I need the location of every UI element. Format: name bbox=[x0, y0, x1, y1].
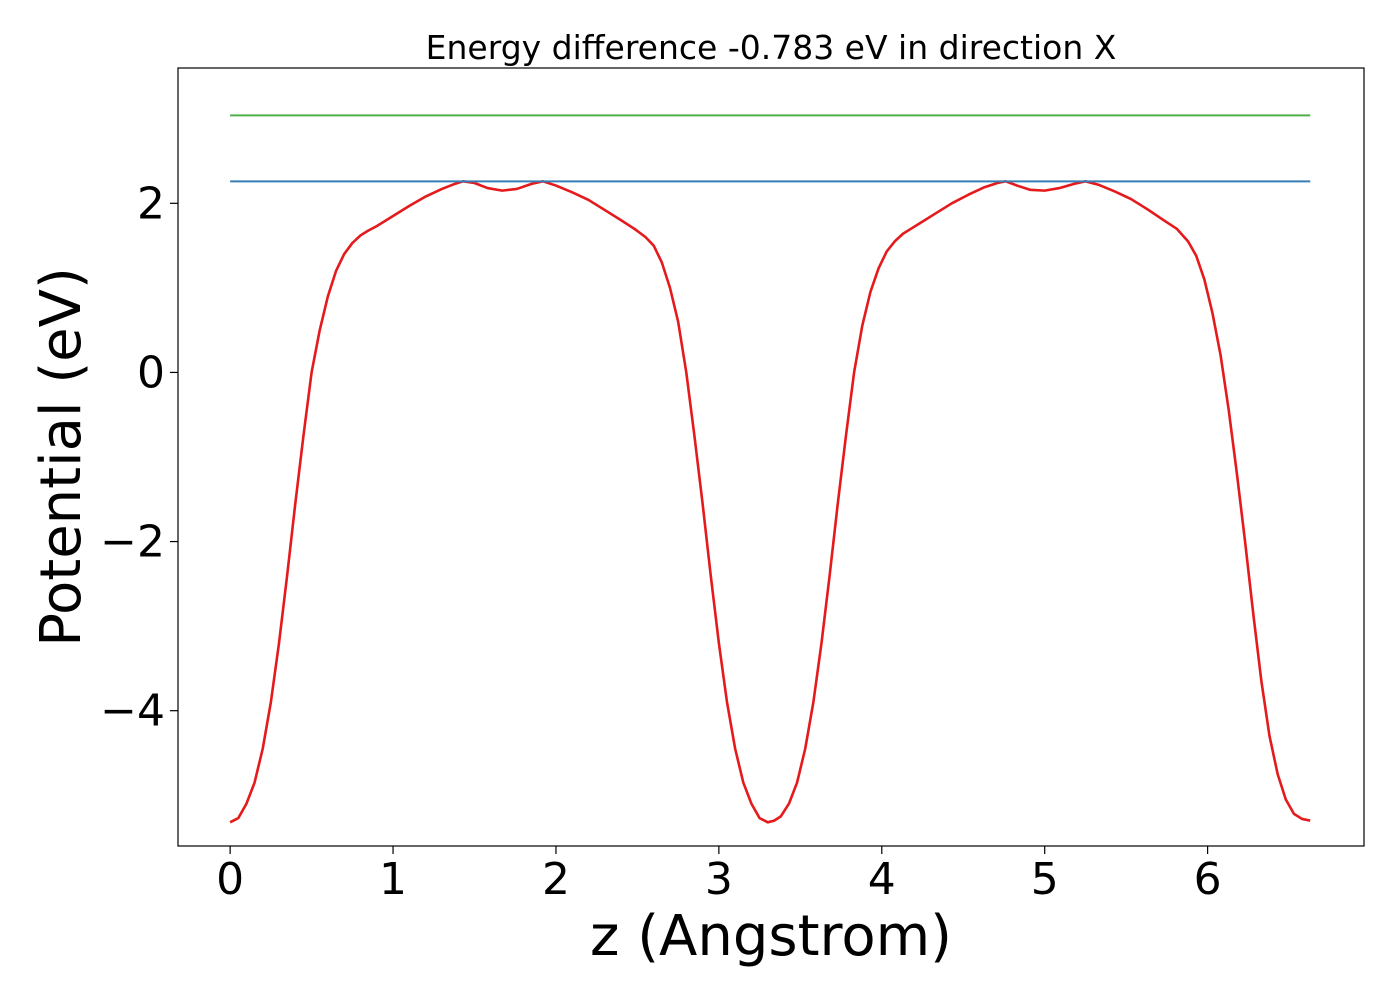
y-tick-label-0: −4 bbox=[100, 686, 165, 737]
y-tick-label-1: −2 bbox=[100, 517, 165, 568]
plot-area-frame bbox=[177, 67, 1365, 847]
x-axis-label: z (Angstrom) bbox=[590, 904, 952, 969]
x-tick-label-2: 2 bbox=[542, 854, 570, 905]
y-axis-label: Potential (eV) bbox=[29, 267, 94, 647]
y-tick-label-3: 2 bbox=[137, 178, 165, 229]
x-tick-label-4: 4 bbox=[868, 854, 896, 905]
x-tick-label-5: 5 bbox=[1031, 854, 1059, 905]
series-layer bbox=[229, 114, 1311, 824]
y-tick-label-2: 0 bbox=[137, 347, 165, 398]
x-tick-label-0: 0 bbox=[216, 854, 244, 905]
series-line-0 bbox=[229, 180, 1311, 824]
x-tick-label-3: 3 bbox=[705, 854, 733, 905]
chart-title: Energy difference -0.783 eV in direction… bbox=[426, 28, 1117, 67]
y-axis: −4 −2 0 2 bbox=[100, 178, 178, 737]
x-tick-label-1: 1 bbox=[379, 854, 407, 905]
x-tick-label-6: 6 bbox=[1194, 854, 1222, 905]
x-axis: 0 1 2 3 4 5 6 bbox=[216, 846, 1222, 905]
